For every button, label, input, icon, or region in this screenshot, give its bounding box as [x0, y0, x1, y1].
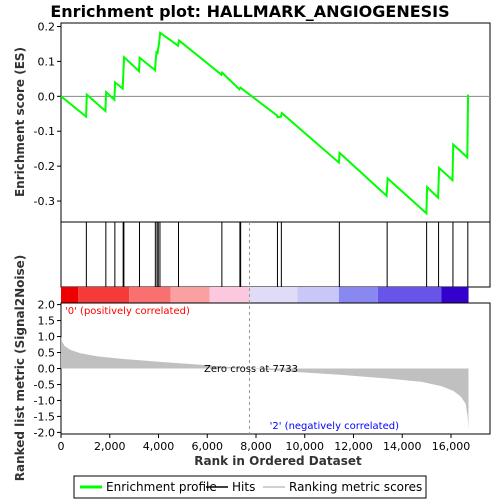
x-tick-label: 2,000	[94, 440, 126, 453]
legend: Enrichment profile Hits Ranking metric sco…	[80, 480, 422, 494]
es-y-tick-label: 0.2	[38, 20, 56, 33]
es-profile-line	[60, 30, 470, 216]
es-y-axis-title: Enrichment score (ES)	[13, 47, 27, 197]
es-y-ticks: 0.2 0.1 0.0 -0.1 -0.2 -0.3	[34, 20, 61, 208]
es-y-tick-label: -0.2	[34, 160, 55, 173]
color-bar-segment	[377, 287, 442, 303]
metric-y-tick-label: -1.5	[34, 410, 55, 423]
x-tick-label: 4,000	[143, 440, 175, 453]
legend-label: Enrichment profile	[106, 480, 217, 494]
color-bar-segment	[209, 287, 250, 303]
metric-y-axis-title: Ranked list metric (Signal2Noise)	[13, 255, 27, 482]
x-tick-label: 12,000	[334, 440, 373, 453]
x-tick-label: 6,000	[192, 440, 224, 453]
hits-group	[85, 222, 469, 287]
color-bar-segment	[338, 287, 378, 303]
metric-y-tick-label: 2.0	[38, 299, 56, 312]
metric-y-tick-label: 1.0	[38, 331, 56, 344]
x-tick-label: 14,000	[383, 440, 422, 453]
es-panel-frame	[60, 22, 491, 223]
metric-y-tick-label: -0.5	[34, 378, 55, 391]
x-ticks: 0 2,000 4,000 6,000 8,000 10,000 12,000 14,000 1…	[58, 434, 471, 453]
color-bar-segment	[61, 287, 79, 303]
legend-label: Hits	[232, 480, 255, 494]
metric-y-tick-label: -2.0	[34, 426, 55, 439]
legend-label: Ranking metric scores	[289, 480, 422, 494]
metric-y-ticks: 2.0 1.5 1.0 0.5 0.0 -0.5 -1.0 -1.5 -2.0	[34, 299, 61, 439]
hits-panel-frame	[60, 221, 491, 288]
es-y-tick-label: -0.3	[34, 195, 55, 208]
color-bar-segment	[441, 287, 469, 303]
legend-box	[73, 475, 427, 499]
metric-y-tick-label: 0.5	[38, 347, 56, 360]
x-tick-label: 16,000	[432, 440, 471, 453]
rank-color-bar	[61, 287, 469, 303]
x-tick-label: 10,000	[286, 440, 325, 453]
color-bar-segment	[129, 287, 171, 303]
color-bar-segment	[249, 287, 298, 303]
positive-correlation-label: '0' (positively correlated)	[65, 306, 190, 317]
zero-cross-label: Zero cross at 7733	[204, 364, 298, 375]
x-axis-title: Rank in Ordered Dataset	[194, 454, 362, 468]
color-bar-segment	[170, 287, 210, 303]
es-y-tick-label: 0.0	[38, 90, 56, 103]
es-y-tick-label: -0.1	[34, 125, 55, 138]
es-y-tick-label: 0.1	[38, 55, 56, 68]
x-tick-label: 8,000	[240, 440, 272, 453]
color-bar-segment	[297, 287, 339, 303]
x-tick-label: 0	[58, 440, 65, 453]
metric-y-tick-label: 1.5	[38, 315, 56, 328]
color-bar-segment	[78, 287, 130, 303]
metric-y-tick-label: -1.0	[34, 394, 55, 407]
chart-title: Enrichment plot: HALLMARK_ANGIOGENESIS	[50, 2, 449, 21]
negative-correlation-label: '2' (negatively correlated)	[270, 421, 399, 432]
metric-y-tick-label: 0.0	[38, 363, 56, 376]
